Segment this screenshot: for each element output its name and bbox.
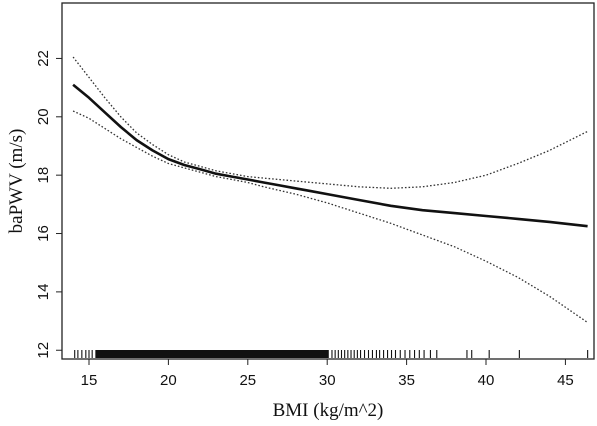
x-tick-label: 35 bbox=[398, 372, 415, 389]
confidence-band-line bbox=[72, 56, 588, 189]
rug-dense-band bbox=[95, 350, 329, 358]
x-tick-label: 25 bbox=[239, 372, 256, 389]
x-tick-label: 20 bbox=[160, 372, 177, 389]
x-tick-label: 15 bbox=[81, 372, 98, 389]
y-tick-label: 20 bbox=[35, 108, 52, 125]
y-tick-label: 22 bbox=[35, 50, 52, 67]
y-tick-label: 14 bbox=[35, 284, 52, 301]
y-tick-label: 18 bbox=[35, 167, 52, 184]
rug-layer bbox=[74, 350, 589, 358]
x-tick-label: 45 bbox=[557, 372, 574, 389]
y-axis: 12 14 16 18 20 22 bbox=[35, 50, 62, 359]
fitted-curve bbox=[72, 83, 588, 228]
plot-frame bbox=[61, 2, 595, 360]
series-layer bbox=[72, 56, 588, 324]
y-axis-title: baPWV (m/s) bbox=[6, 129, 27, 234]
y-tick-label: 12 bbox=[35, 342, 52, 359]
x-tick-label: 30 bbox=[319, 372, 336, 389]
confidence-band-line bbox=[72, 110, 588, 324]
x-axis: 15 20 25 30 35 40 45 bbox=[81, 359, 574, 389]
y-tick-label: 16 bbox=[35, 225, 52, 242]
x-axis-title: BMI (kg/m^2) bbox=[273, 400, 384, 421]
x-tick-label: 40 bbox=[478, 372, 495, 389]
